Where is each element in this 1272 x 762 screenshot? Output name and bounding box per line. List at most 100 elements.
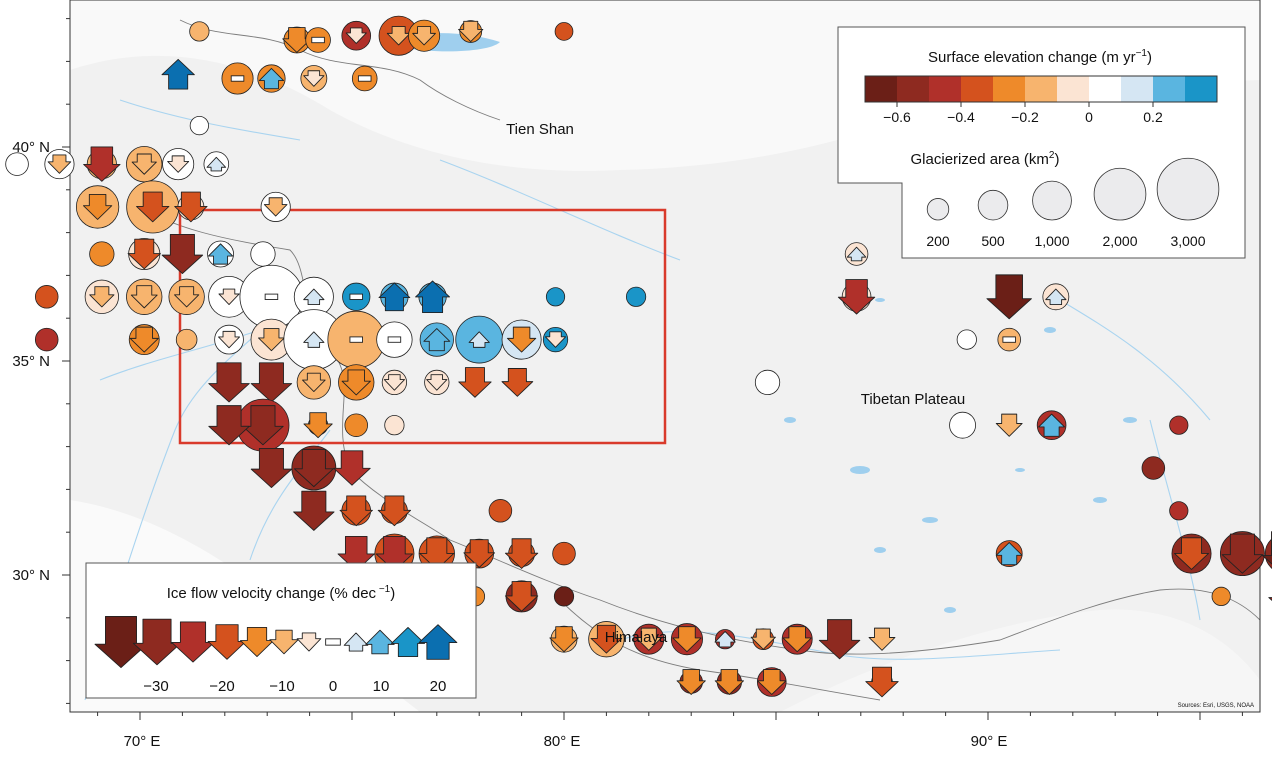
glacier-region <box>83 146 121 182</box>
glacier-region <box>44 149 75 180</box>
colorbar-swatch <box>1185 76 1217 102</box>
glacier-circle <box>34 327 59 352</box>
velocity-legend-arrows <box>94 615 458 669</box>
graticule-ticks <box>62 18 1243 720</box>
glacier-region <box>501 319 542 360</box>
velocity-label-minus30: −30 <box>143 678 168 695</box>
velocity-arrow <box>995 542 1023 566</box>
glacier-region <box>542 326 569 353</box>
glacier-region <box>378 282 411 312</box>
velocity-arrow <box>207 243 234 265</box>
glacier-region <box>1169 415 1189 435</box>
velocity-arrow <box>426 374 448 391</box>
velocity-zero-mark <box>387 336 402 343</box>
colorbar-swatch <box>1057 76 1089 102</box>
velocity-arrow <box>127 238 161 270</box>
region-label-himalaya: Himalaya <box>605 629 668 646</box>
velocity-arrow <box>82 193 113 220</box>
velocity-arrow <box>341 369 371 396</box>
velocity-legend-title: Ice flow velocity change (% dec −1) <box>167 584 395 602</box>
velocity-arrow <box>282 27 312 53</box>
velocity-arrow <box>549 626 579 653</box>
glacier-region <box>986 274 1032 320</box>
velocity-arrow <box>418 624 458 660</box>
lon-label-80: 80° E <box>544 733 581 750</box>
glacier-circle <box>34 285 59 309</box>
glacier-region <box>781 623 813 655</box>
glacier-region <box>339 495 373 527</box>
glacier-region <box>250 318 293 361</box>
area-legend-circle <box>1032 180 1072 221</box>
glacier-region <box>257 64 286 93</box>
glacier-circle <box>189 116 209 136</box>
velocity-arrow <box>544 331 567 348</box>
glacier-region <box>424 369 450 396</box>
glacier-region <box>327 310 386 369</box>
glacier-region <box>995 540 1023 568</box>
glacier-region <box>296 365 331 400</box>
velocity-arrow <box>132 618 182 666</box>
elevation-legend-title: Surface elevation change (m yr−1) <box>928 48 1152 66</box>
glacier-region <box>128 324 160 356</box>
colorbar-outline <box>864 75 1218 103</box>
velocity-arrow <box>131 153 157 175</box>
velocity-arrow <box>412 26 436 46</box>
glacier-circle <box>175 328 198 351</box>
glacier-region <box>714 629 736 650</box>
glacier-region <box>1171 533 1212 574</box>
velocity-label-minus20: −20 <box>209 678 234 695</box>
velocity-arrow <box>757 669 787 695</box>
colorbar-swatch <box>1025 76 1057 102</box>
glacier-region <box>338 364 375 401</box>
lon-label-90: 90° E <box>971 733 1008 750</box>
glacier-region <box>250 241 276 267</box>
glacier-circle <box>344 413 368 437</box>
velocity-arrow <box>47 154 72 174</box>
glacier-region <box>300 65 328 92</box>
glacier-region <box>1219 531 1265 577</box>
glacier-region <box>837 279 876 315</box>
glacier-region <box>1036 410 1067 441</box>
velocity-arrow <box>1045 288 1067 306</box>
velocity-arrow <box>419 537 455 570</box>
velocity-arrow <box>218 288 240 306</box>
glacier-region <box>1141 456 1166 480</box>
glacier-region <box>458 20 484 43</box>
glacier-region <box>126 278 163 315</box>
glacier-circle <box>89 241 115 267</box>
velocity-arrow <box>865 666 899 698</box>
glacier-region <box>126 145 163 183</box>
glacier-region <box>34 327 59 352</box>
glacier-region <box>844 242 869 266</box>
velocity-arrow <box>240 626 274 658</box>
velocity-arrow <box>714 630 736 648</box>
velocity-arrow <box>343 632 369 652</box>
glacier-circle <box>1141 456 1166 480</box>
velocity-label-0: 0 <box>329 678 337 695</box>
glacier-region <box>418 535 455 572</box>
glacier-region <box>408 19 441 52</box>
glacier-region <box>189 21 210 42</box>
velocity-arrow <box>250 362 293 403</box>
glacier-circle <box>545 287 566 307</box>
velocity-arrow <box>868 627 896 651</box>
velocity-arrow <box>136 191 170 223</box>
glacier-region <box>754 369 781 396</box>
velocity-arrow <box>846 246 867 262</box>
velocity-arrow <box>423 328 451 352</box>
study-area-box <box>178 208 667 445</box>
colorbar-tick-label: −0.2 <box>1011 109 1039 125</box>
velocity-arrow <box>415 280 451 314</box>
velocity-arrow <box>458 367 492 398</box>
area-legend-circle <box>1156 157 1220 221</box>
region-label-tien-shan: Tien Shan <box>506 121 574 138</box>
velocity-zero-mark <box>1002 336 1016 343</box>
glacier-region <box>818 619 861 660</box>
glacier-region <box>203 151 230 177</box>
glacier-circle <box>488 499 513 523</box>
velocity-arrow <box>590 624 623 654</box>
colorbar-swatch <box>961 76 993 102</box>
area-legend-label: 500 <box>981 233 1005 249</box>
velocity-arrow <box>391 626 425 658</box>
velocity-arrow <box>377 495 412 527</box>
